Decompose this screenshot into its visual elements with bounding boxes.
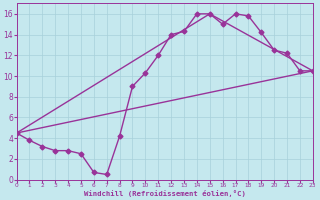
X-axis label: Windchill (Refroidissement éolien,°C): Windchill (Refroidissement éolien,°C) xyxy=(84,190,246,197)
